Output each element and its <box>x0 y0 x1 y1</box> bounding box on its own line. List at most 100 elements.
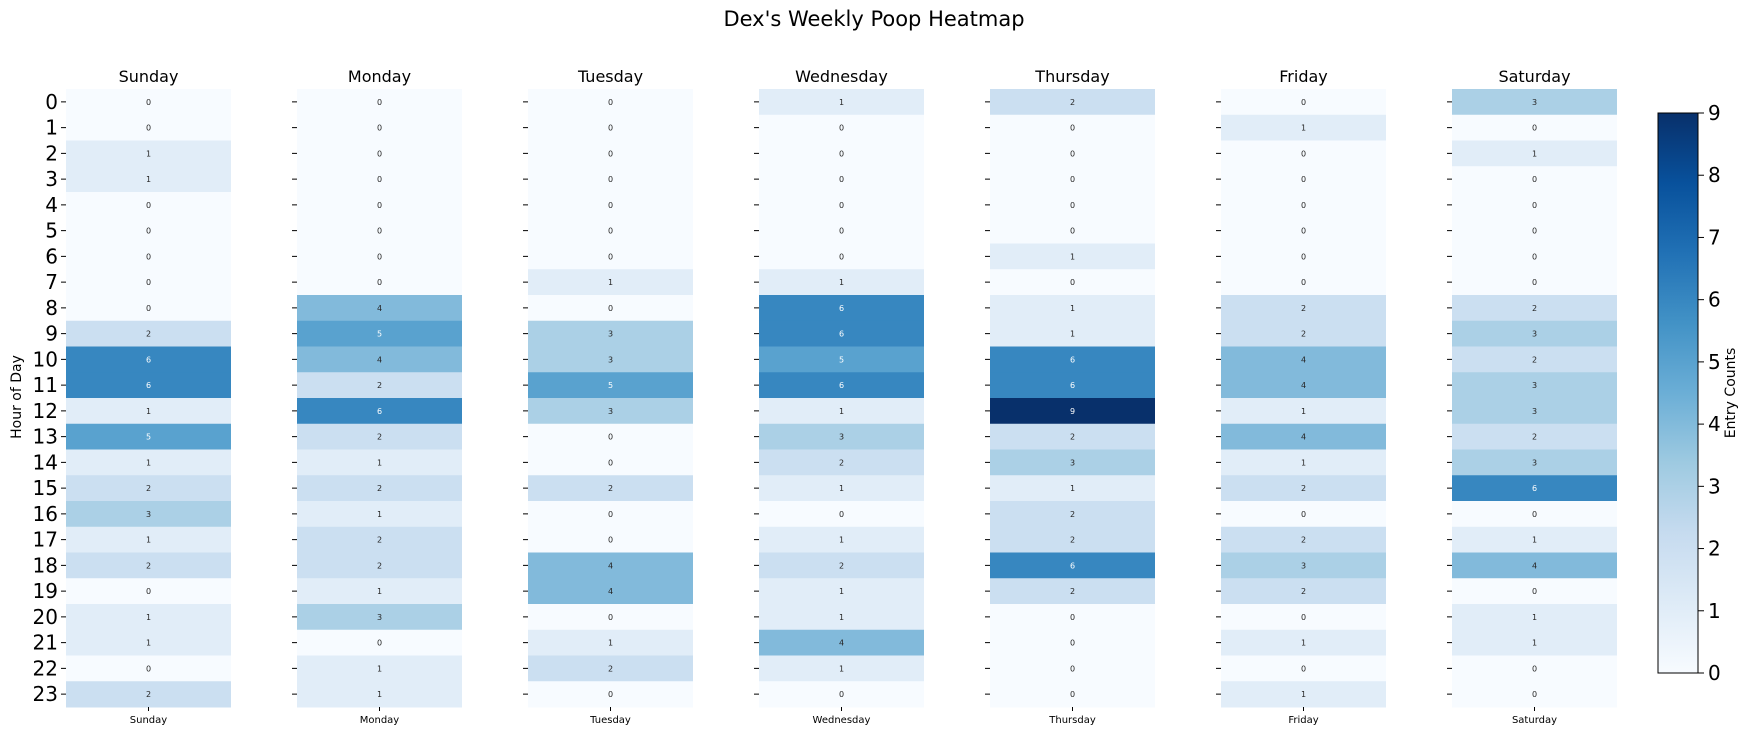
cell-value-label: 2 <box>1070 536 1075 545</box>
heatmap-cell <box>990 552 1155 579</box>
cell-value-label: 4 <box>377 355 382 364</box>
heatmap-cell <box>990 114 1155 141</box>
colorbar-tick-label: 7 <box>1708 225 1721 249</box>
heatmap-cell <box>66 140 231 167</box>
colorbar-label: Entry Counts <box>1723 348 1739 439</box>
day-panel-title: Thursday <box>1034 67 1109 86</box>
heatmap-cell <box>1221 526 1386 553</box>
heatmap-cell <box>1452 655 1617 682</box>
hour-tick-label: 23 <box>33 682 58 706</box>
heatmap-cell <box>990 578 1155 605</box>
cell-value-label: 6 <box>839 304 844 313</box>
day-panels: Sunday0011000002661512312011020123456789… <box>33 67 1617 726</box>
cell-value-label: 2 <box>608 484 613 493</box>
hour-tick-label: 1 <box>45 116 58 140</box>
cell-value-label: 2 <box>1532 304 1537 313</box>
cell-value-label: 6 <box>839 381 844 390</box>
cell-value-label: 0 <box>839 510 844 519</box>
heatmap-cell <box>1452 423 1617 450</box>
day-panel-title: Wednesday <box>795 67 888 86</box>
cell-value-label: 0 <box>608 201 613 210</box>
heatmap-cell <box>990 423 1155 450</box>
cell-value-label: 0 <box>1532 587 1537 596</box>
hour-tick-label: 15 <box>33 476 58 500</box>
heatmap-cell <box>297 140 462 167</box>
heatmap-cell <box>297 552 462 579</box>
heatmap-cell <box>528 269 693 296</box>
heatmap-cell <box>297 629 462 656</box>
heatmap-cell <box>1221 578 1386 605</box>
cell-value-label: 1 <box>377 587 382 596</box>
cell-value-label: 3 <box>608 355 613 364</box>
heatmap-cell <box>1221 320 1386 347</box>
cell-value-label: 2 <box>377 536 382 545</box>
heatmap-cell <box>759 526 924 553</box>
cell-value-label: 0 <box>377 252 382 261</box>
cell-value-label: 1 <box>1070 252 1075 261</box>
cell-value-label: 1 <box>1301 639 1306 648</box>
cell-value-label: 1 <box>839 98 844 107</box>
cell-value-label: 0 <box>1301 201 1306 210</box>
cell-value-label: 5 <box>608 381 613 390</box>
colorbar-tick-label: 6 <box>1708 288 1721 312</box>
cell-value-label: 0 <box>377 201 382 210</box>
hour-tick-label: 21 <box>33 631 58 655</box>
hour-tick-label: 8 <box>45 296 58 320</box>
heatmap-cell <box>1221 217 1386 244</box>
day-panel-thursday: Thursday 2 0 0 0 0 0 1 0 1 1 6 6 9 2 3 1 2 2 6 2 0 0 0 0 Thursday <box>985 67 1155 726</box>
heatmap-cell <box>1452 89 1617 116</box>
y-axis-label: Hour of Day <box>9 355 25 439</box>
heatmap-cell <box>297 449 462 476</box>
heatmap-cell <box>1221 475 1386 502</box>
hour-tick-label: 5 <box>45 219 58 243</box>
cell-value-label: 6 <box>146 355 151 364</box>
heatmap-cell <box>759 217 924 244</box>
heatmap-cell <box>1221 192 1386 219</box>
heatmap-cell <box>528 655 693 682</box>
cell-value-label: 0 <box>377 227 382 236</box>
cell-value-label: 2 <box>377 381 382 390</box>
day-panel-monday: Monday 0 0 0 0 0 0 0 0 4 5 4 2 6 2 1 2 1 2 2 1 3 0 1 1 Monday <box>292 67 462 726</box>
day-panel-title: Tuesday <box>577 67 643 86</box>
cell-value-label: 0 <box>1070 175 1075 184</box>
cell-value-label: 0 <box>608 433 613 442</box>
heatmap-cell <box>759 114 924 141</box>
heatmap-cell <box>528 526 693 553</box>
colorbar-tick-label: 0 <box>1708 661 1721 685</box>
cell-value-label: 1 <box>1070 330 1075 339</box>
heatmap-cell <box>66 681 231 708</box>
cell-value-label: 0 <box>1070 664 1075 673</box>
cell-value-label: 0 <box>1532 664 1537 673</box>
cell-value-label: 1 <box>839 407 844 416</box>
cell-value-label: 0 <box>377 149 382 158</box>
heatmap-cell <box>990 320 1155 347</box>
colorbar-gradient <box>1657 112 1699 674</box>
cell-value-label: 2 <box>1070 98 1075 107</box>
hour-tick-label: 12 <box>33 399 58 423</box>
heatmap-cell <box>1221 398 1386 425</box>
cell-value-label: 1 <box>839 484 844 493</box>
heatmap-cell <box>990 398 1155 425</box>
cell-value-label: 0 <box>146 124 151 133</box>
heatmap-cell <box>297 398 462 425</box>
heatmap-cell <box>990 140 1155 167</box>
heatmap-cell <box>66 578 231 605</box>
cell-value-label: 0 <box>377 124 382 133</box>
heatmap-cell <box>1221 681 1386 708</box>
cell-value-label: 0 <box>146 587 151 596</box>
heatmap-cell <box>66 449 231 476</box>
heatmap-cell <box>297 604 462 631</box>
cell-value-label: 1 <box>839 664 844 673</box>
cell-value-label: 0 <box>608 124 613 133</box>
cell-value-label: 2 <box>1532 355 1537 364</box>
day-panel-title: Friday <box>1279 67 1328 86</box>
cell-value-label: 2 <box>146 690 151 699</box>
heatmap-cell <box>66 629 231 656</box>
cell-value-label: 6 <box>146 381 151 390</box>
hour-tick-label: 2 <box>45 141 58 165</box>
cell-value-label: 0 <box>1070 639 1075 648</box>
heatmap-cell <box>66 526 231 553</box>
cell-value-label: 0 <box>608 98 613 107</box>
x-tick-label: Tuesday <box>589 715 631 726</box>
heatmap-cell <box>66 423 231 450</box>
